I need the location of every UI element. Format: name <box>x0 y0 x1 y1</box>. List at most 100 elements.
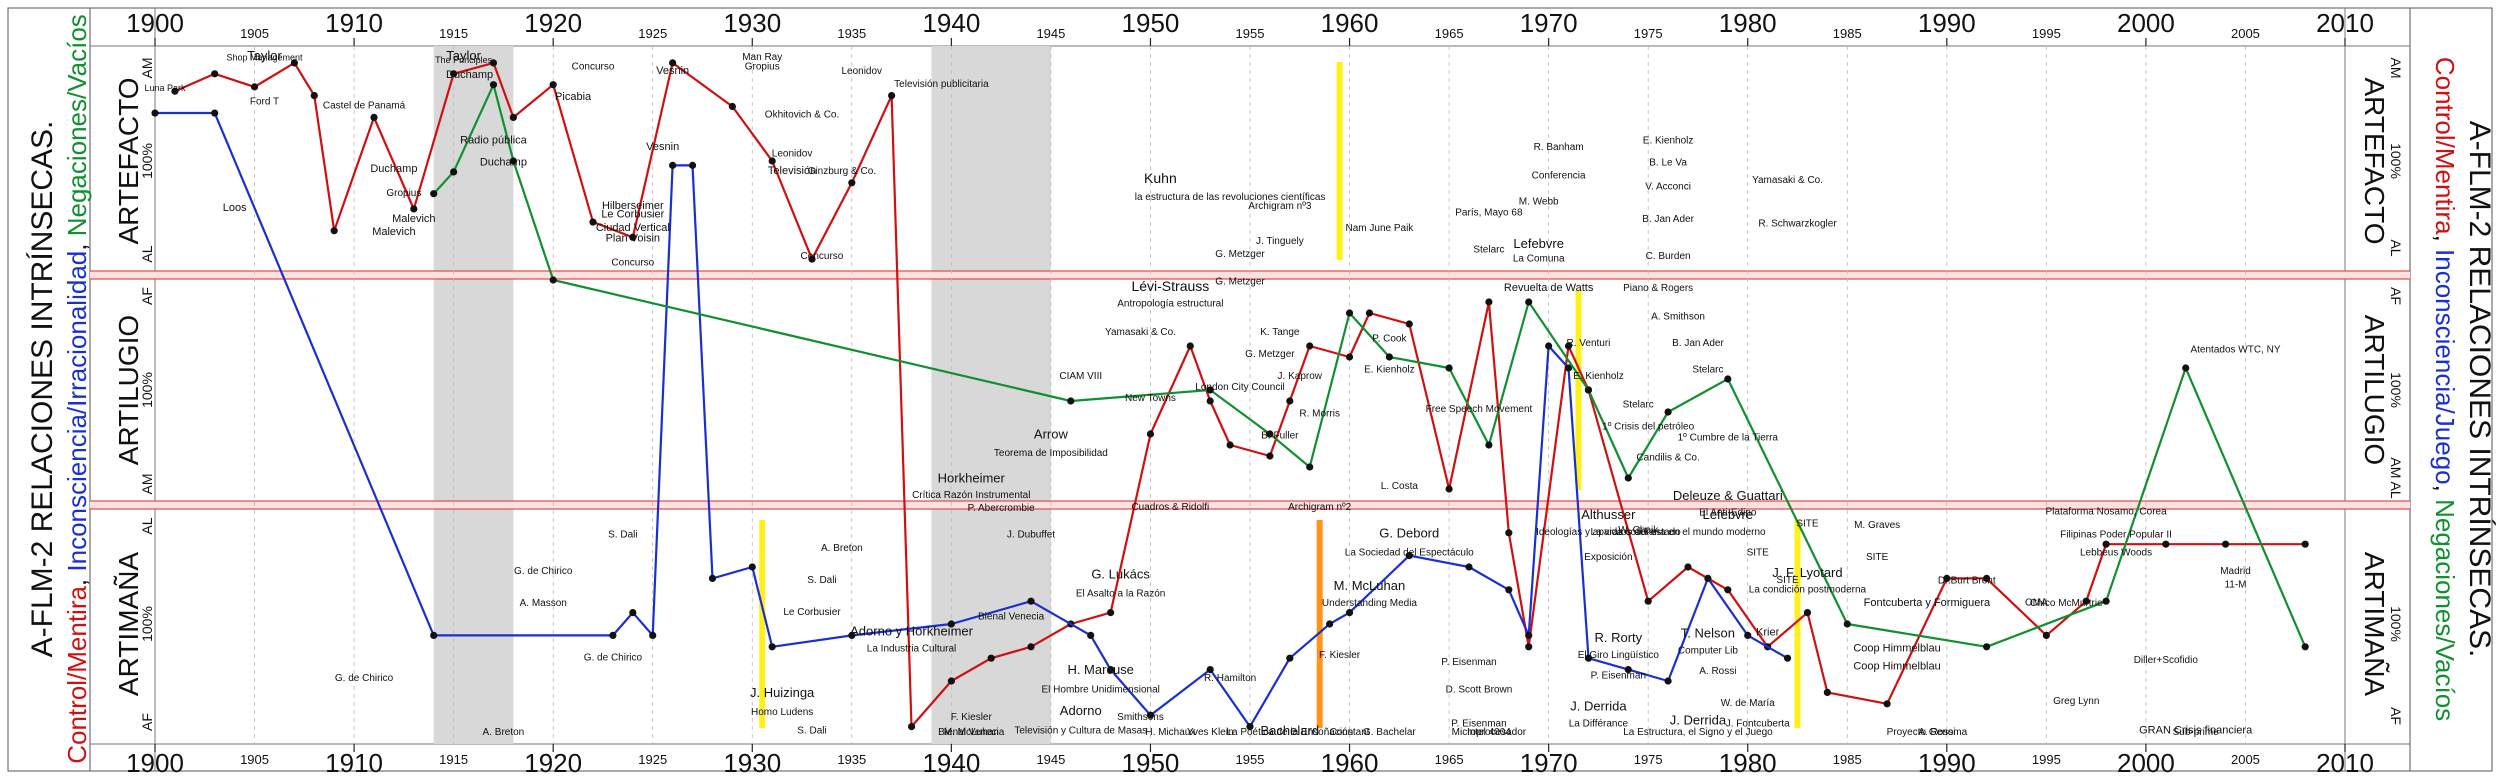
year-minor-tick-top: 2005 <box>2231 26 2260 41</box>
annotation-label: Le Corbusier <box>601 209 664 221</box>
highlight-year-bar <box>1336 62 1343 260</box>
band-name-right: ARTEFACTO <box>2359 77 2390 244</box>
annotation-label: V. Acconci <box>1645 181 1691 192</box>
annotation-label: Gropius <box>745 61 780 72</box>
series-point <box>1365 309 1374 317</box>
annotation-label: Lebbeus Woods <box>2080 548 2152 559</box>
annotation-label: Taylor <box>446 48 481 63</box>
series-point <box>1564 364 1573 372</box>
band-bottom-marker-right: AF <box>2388 707 2404 725</box>
series-point <box>211 109 219 117</box>
annotation-label: Man Ray <box>742 52 782 63</box>
annotation-label: Televisión <box>768 165 816 177</box>
band-mid-marker-right: 100% <box>2388 372 2404 408</box>
annotation-label: Horkheimer <box>938 470 1006 485</box>
annotation-label: J. Fontcuberta <box>1726 719 1790 730</box>
annotation-label: F. Kiesler <box>1319 650 1361 661</box>
series-point <box>1624 474 1632 482</box>
annotation-label: Concurso <box>572 61 615 72</box>
series-point <box>410 205 418 213</box>
series-point <box>708 574 717 583</box>
annotation-label: París, Mayo 68 <box>1455 208 1523 219</box>
annotation-label: Deleuze & Guattari <box>1673 488 1783 503</box>
series-point <box>2162 540 2170 548</box>
annotation-label: B. Fuller <box>1261 430 1299 441</box>
annotation-label: El Hombre Unidimensional <box>1041 684 1159 695</box>
series-point <box>848 631 856 640</box>
annotation-label: Ideologías y aparatos del estado <box>1536 527 1681 538</box>
year-minor-tick-top: 1935 <box>837 26 866 41</box>
band-marker-text: AF <box>139 287 155 305</box>
shaded-period <box>931 46 1051 744</box>
series-point <box>509 157 517 165</box>
annotation-label: Yamasaki & Co. <box>1105 327 1176 338</box>
series-point <box>888 92 896 100</box>
series-point <box>1465 563 1473 571</box>
series-point <box>2042 631 2050 640</box>
band-marker-text: AL <box>2388 239 2404 256</box>
axis-layer: 1900 1900 1910 1910 1920 1920 1930 1930 1940 1940… <box>126 8 2374 778</box>
band-marker-text: AL <box>139 245 155 262</box>
annotation-label: Archigram nº2 <box>1288 502 1352 513</box>
annotation-label: Antropología estructural <box>1117 298 1223 309</box>
band-top-marker-right: AM <box>2388 58 2404 79</box>
series-point <box>1087 631 1095 640</box>
annotation-label: R. Schwarzkogler <box>1758 218 1837 229</box>
subtitle-part: , <box>2430 485 2460 499</box>
annotation-label: Plan Voisin <box>606 233 660 245</box>
series-point <box>1664 677 1672 685</box>
annotation-label: T. Nelson <box>1681 626 1735 641</box>
annotation-label: D. Scott Brown <box>1446 684 1513 695</box>
series-point <box>1724 375 1732 383</box>
series-point <box>489 81 498 89</box>
annotation-label: Smithsons <box>1117 712 1164 723</box>
series-point <box>430 190 438 198</box>
series-point <box>489 59 498 67</box>
band-bottom-marker-right: AM AL <box>2388 457 2404 498</box>
band-top-marker: AM <box>139 58 155 79</box>
year-tick-bottom: 1970 <box>1520 748 1578 778</box>
annotation-label: Okhitovich & Co. <box>765 109 839 120</box>
annotation-label: E. Kienholz <box>1643 136 1694 147</box>
series-point <box>330 227 338 235</box>
series-point <box>649 631 657 640</box>
annotation-label: M. Webb <box>1519 197 1559 208</box>
series-point <box>1206 666 1214 674</box>
annotation-label: Vesnin <box>656 65 689 77</box>
annotation-label: Lefebvre <box>1513 236 1564 251</box>
year-tick-top: 1950 <box>1122 8 1180 38</box>
series-point <box>808 255 816 263</box>
annotation-label: Diller+Scofidio <box>2134 655 2199 666</box>
annotation-label: Arrow <box>1034 426 1069 441</box>
band-name: ARTIMAÑA <box>113 552 144 696</box>
annotation-label: Gropius <box>386 188 421 199</box>
series-layer <box>151 59 2309 731</box>
annotation-label: R. Morris <box>1299 408 1340 419</box>
year-minor-tick-top: 1975 <box>1634 26 1663 41</box>
series-point <box>151 109 159 117</box>
annotation-label: Televisión publicitaria <box>894 79 989 90</box>
annotation-label: G. Metzger <box>1245 349 1295 360</box>
annotation-label: E. Kienholz <box>1364 364 1415 375</box>
series-point <box>907 723 916 731</box>
left-title-group: A-FLM-2 RELACIONES INTRÍNSECAS.Control/M… <box>26 14 92 764</box>
annotation-label: Constant <box>1330 727 1370 738</box>
annotation-label: G. de Chirico <box>514 566 573 577</box>
annotation-label: Crítica Razón Instrumental <box>912 490 1030 501</box>
year-tick-top: 1940 <box>922 8 980 38</box>
series-point <box>2102 597 2110 605</box>
band-marker-text: AM <box>139 58 155 79</box>
series-point <box>1186 342 1194 350</box>
series-point <box>1345 353 1354 361</box>
annotation-label: GRAN Crisis financiera <box>2139 724 2253 736</box>
year-minor-tick-top: 1905 <box>240 26 269 41</box>
series-point <box>1664 408 1672 416</box>
series-point <box>1107 609 1115 617</box>
series-point <box>1525 298 1533 306</box>
series-point <box>171 87 179 95</box>
annotation-label: New Towns <box>1125 393 1176 404</box>
series-point <box>748 563 756 571</box>
series-point <box>947 677 955 685</box>
year-minor-tick-bottom: 1925 <box>638 752 667 767</box>
year-tick-top: 1900 <box>126 8 184 38</box>
